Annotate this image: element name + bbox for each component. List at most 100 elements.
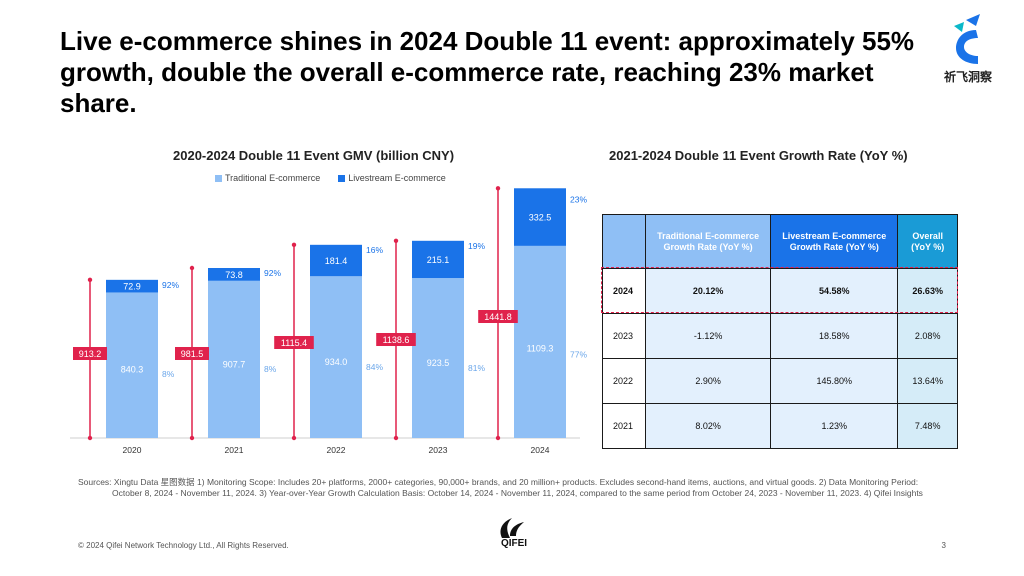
table-cell-year: 2021: [602, 403, 646, 449]
table-cell-value: 2.90%: [644, 358, 772, 404]
data-label-livestream: 72.9: [123, 282, 141, 292]
table-cell-year: 2022: [602, 358, 646, 404]
data-label-traditional: 923.5: [427, 358, 450, 368]
legend-swatch-traditional: [215, 174, 222, 182]
legend-swatch-livestream: [338, 174, 346, 182]
total-label-box: [274, 336, 314, 349]
data-label-traditional: 1109.3: [527, 344, 554, 354]
table-row: 2021 8.02% 1.23% 7.48%: [602, 403, 958, 449]
table-row: 2022 2.90% 145.80% 13.64%: [602, 358, 958, 404]
total-marker-dot-bottom: [495, 435, 501, 441]
table-header-traditional: Traditional E-commerce Growth Rate (YoY …: [644, 214, 772, 269]
table-cell-value: 145.80%: [770, 358, 899, 404]
table-header-year: [602, 214, 646, 269]
total-label: 1115.4: [281, 338, 307, 348]
bar-livestream: [514, 188, 566, 246]
legend-traditional: Traditional E-commerce: [215, 173, 320, 183]
x-tick-label: 2023: [429, 445, 448, 455]
chart-title-growth: 2021-2024 Double 11 Event Growth Rate (Y…: [609, 148, 908, 163]
bar-livestream: [106, 279, 158, 293]
share-label-livestream: 16%: [366, 245, 383, 255]
total-label-box: [478, 310, 518, 323]
footer-logo-text: QIFEI: [500, 538, 528, 549]
share-label-livestream: 23%: [570, 194, 587, 204]
footer-logo: QIFEI: [488, 516, 540, 552]
bar-traditional: [310, 276, 362, 438]
logo-text: 祈飞洞察: [943, 70, 992, 84]
bar-traditional: [106, 292, 158, 438]
total-label: 1441.8: [484, 312, 512, 322]
table-header-overall: Overall (YoY %): [897, 214, 958, 269]
logo-mark-icon: [954, 14, 980, 64]
table-cell-value: 26.63%: [897, 268, 958, 314]
bar-livestream: [412, 240, 464, 279]
data-label-traditional: 934.0: [325, 357, 348, 367]
total-label: 1138.6: [383, 335, 410, 345]
share-label-traditional: 81%: [468, 363, 485, 373]
table-header-livestream: Livestream E-commerce Growth Rate (YoY %…: [770, 214, 899, 269]
data-label-traditional: 907.7: [223, 359, 246, 369]
headline: Live e-commerce shines in 2024 Double 11…: [60, 26, 915, 118]
bar-livestream: [208, 268, 260, 281]
data-label-livestream: 181.4: [325, 256, 348, 266]
growth-rate-table: Traditional E-commerce Growth Rate (YoY …: [602, 214, 958, 449]
share-label-traditional: 8%: [162, 369, 175, 379]
table-cell-value: 7.48%: [897, 403, 958, 449]
total-label: 981.5: [181, 349, 204, 359]
table-cell-value: 18.58%: [770, 313, 899, 359]
table-cell-value: 13.64%: [897, 358, 958, 404]
x-tick-label: 2024: [531, 445, 550, 455]
share-label-livestream: 92%: [162, 280, 179, 290]
copyright: © 2024 Qifei Network Technology Ltd., Al…: [78, 541, 289, 550]
table-cell-year: 2023: [602, 313, 646, 359]
gmv-stacked-bar-chart: 840.3 72.9 8% 92% 2020 913.2 907.7 73.8 8% 92% 202…: [70, 186, 587, 455]
highlight-2024-row: [601, 267, 958, 313]
data-label-traditional: 840.3: [121, 365, 144, 375]
chart-legend: Traditional E-commerce Livestream E-comm…: [215, 173, 446, 183]
bar-traditional: [208, 280, 260, 438]
data-label-livestream: 332.5: [529, 213, 552, 223]
total-marker-dot-top: [495, 186, 501, 191]
bar-traditional: [514, 245, 566, 438]
total-marker-dot-top: [87, 277, 93, 283]
total-label-box: [376, 333, 416, 346]
legend-label-traditional: Traditional E-commerce: [225, 173, 321, 183]
table-cell-value: -1.12%: [644, 313, 772, 359]
table-cell-value: 8.02%: [644, 403, 772, 449]
table-cell-value: 2.08%: [897, 313, 958, 359]
total-marker-dot-top: [393, 238, 399, 243]
share-label-traditional: 84%: [366, 362, 383, 372]
total-marker-dot-bottom: [291, 435, 297, 441]
data-label-livestream: 73.8: [225, 270, 243, 280]
total-marker-dot-bottom: [189, 435, 195, 441]
table-cell-value: 54.58%: [770, 268, 899, 314]
legend-livestream: Livestream E-commerce: [338, 173, 446, 183]
bar-livestream: [310, 244, 362, 277]
x-tick-label: 2022: [327, 445, 346, 455]
qifei-logo: 祈飞洞察: [936, 12, 1000, 92]
share-label-livestream: 19%: [468, 241, 485, 251]
table-row: 2023 -1.12% 18.58% 2.08%: [602, 313, 958, 359]
total-marker-dot-bottom: [87, 435, 93, 441]
table-header-row: Traditional E-commerce Growth Rate (YoY …: [602, 214, 958, 269]
x-tick-label: 2020: [123, 445, 142, 455]
total-label: 913.2: [79, 349, 102, 359]
chart-title-gmv: 2020-2024 Double 11 Event GMV (billion C…: [173, 148, 455, 163]
total-marker-dot-top: [189, 265, 195, 271]
sources-line-1: Sources: Xingtu Data 星图数据 1) Monitoring …: [78, 477, 919, 487]
share-label-traditional: 8%: [264, 364, 277, 374]
sources-note: Sources: Xingtu Data 星图数据 1) Monitoring …: [78, 477, 958, 499]
page-number: 3: [941, 541, 946, 550]
share-label-traditional: 77%: [570, 349, 587, 359]
table-row: 2024 20.12% 54.58% 26.63%: [602, 268, 958, 314]
bar-traditional: [412, 278, 464, 438]
legend-label-livestream: Livestream E-commerce: [348, 173, 446, 183]
data-label-livestream: 215.1: [427, 255, 450, 265]
table-cell-value: 1.23%: [770, 403, 899, 449]
total-label-box: [175, 347, 209, 360]
total-label-box: [73, 347, 107, 360]
sources-line-2: October 8, 2024 - November 11, 2024. 3) …: [112, 488, 923, 498]
x-tick-label: 2021: [225, 445, 244, 455]
total-marker-dot-bottom: [393, 435, 399, 441]
footer-logo-icon: [500, 518, 524, 538]
